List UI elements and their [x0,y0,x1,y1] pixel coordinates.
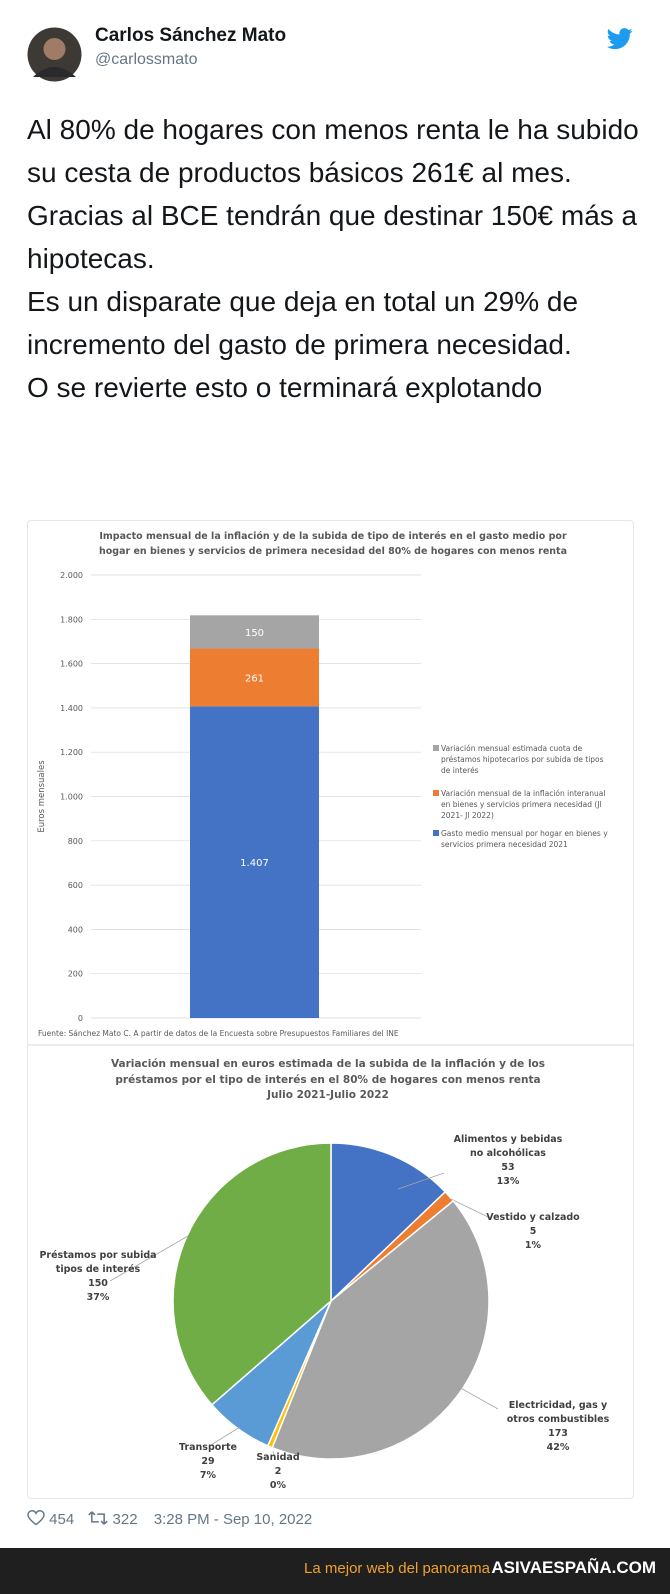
tweet-footer: 454 322 3:28 PM - Sep 10, 2022 [27,1509,313,1528]
y-tick-label: 2.000 [60,571,83,580]
slice-percent: 1% [524,1240,542,1251]
y-tick-label: 600 [68,881,83,890]
legend-entry: Gasto medio mensual por hogar en bienes … [441,829,608,849]
legend-swatch [433,790,439,796]
banner-tagline: La mejor web del panorama [304,1560,490,1577]
chart-title: Variación mensual en euros estimada de l… [110,1058,546,1086]
source-note: Fuente: Sánchez Mato C. A partir de dato… [38,1029,399,1038]
y-tick-label: 1.800 [60,615,83,624]
y-axis-label: Euros mensuales [37,760,47,833]
slice-label: Electricidad, gas y otros combustibles 17… [498,1399,618,1455]
leader-line [397,1172,445,1190]
paragraph: Gracias al BCE tendrán que destinar 150€… [27,200,638,274]
slice-name: Vestido y calzado [486,1212,580,1223]
pie-slice [172,1142,332,1406]
slice-name: Préstamos por subida tipos de interés [39,1250,157,1275]
leader-line [272,1450,275,1456]
retweet-count[interactable]: 322 [112,1511,138,1528]
slice-value: 53 [501,1162,515,1173]
twitter-logo[interactable] [607,28,633,50]
slice-value: 5 [529,1226,537,1237]
slice-label: Alimentos y bebidas no alcohólicas 53 13% [448,1133,568,1189]
y-tick-label: 1.200 [60,748,83,757]
pie-slice [271,1199,490,1460]
leader-line [109,1235,189,1282]
data-label: 1.407 [240,858,269,869]
avatar[interactable] [27,27,82,82]
slice-value: 150 [88,1278,108,1289]
like-count[interactable]: 454 [49,1511,75,1528]
slice-name: Transporte [179,1442,237,1453]
legend-swatch [433,830,439,836]
leader-line [450,1198,491,1219]
slice-value: 173 [548,1428,568,1439]
data-label: 261 [245,673,264,684]
legend-entry: Variación mensual de la inflación intera… [441,789,606,820]
slice-label: Transporte 29 7% [148,1441,268,1483]
author-handle[interactable]: @carlossmato [95,51,198,68]
author-name[interactable]: Carlos Sánchez Mato [95,25,287,46]
paragraph: Al 80% de hogares con menos renta le ha … [27,114,639,188]
y-tick-label: 200 [68,970,83,979]
slice-percent: 42% [546,1442,570,1453]
y-tick-label: 800 [68,837,83,846]
slice-percent: 0% [269,1480,287,1491]
timestamp[interactable]: 3:28 PM - Sep 10, 2022 [153,1511,313,1528]
bar-segment [190,615,319,649]
banner: La mejor web del panorama ASIVAESPAÑA.CO… [0,1548,670,1594]
data-label: 150 [245,628,264,639]
y-tick-label: 400 [68,925,83,934]
paragraph: Es un disparate que deja en total un 29%… [27,286,579,360]
slice-label: Préstamos por subida tipos de interés 150… [38,1249,158,1305]
slice-name: Electricidad, gas y otros combustibles [506,1400,610,1425]
image: 0 200 400 600 800 1.000 1.200 1.400 1.600 1.800 2.… [27,520,634,1499]
slice-label: Vestido y calzado 5 1% [473,1211,593,1253]
y-tick-label: 0 [78,1014,83,1023]
chart-subtitle: Julio 2021-Julio 2022 [267,1089,389,1101]
y-tick-label: 1.400 [60,704,83,713]
slice-percent: 37% [86,1292,110,1303]
paragraph: O se revierte esto o terminará explotand… [27,372,543,403]
leader-line [447,1380,499,1410]
slice-percent: 7% [199,1470,217,1481]
leader-line [210,1426,241,1446]
y-tick-label: 1.600 [60,660,83,669]
slice-value: 2 [274,1466,282,1477]
bar-segment [190,706,319,1018]
charts: 0 200 400 600 800 1.000 1.200 1.400 1.600 1.800 2.… [28,571,633,1460]
bar-segment [190,648,319,707]
y-tick-label: 1.000 [60,793,83,802]
chart-title: Impacto mensual de la inflación y de la … [99,531,567,557]
like-icon[interactable] [27,1509,45,1526]
slice-name: Alimentos y bebidas no alcohólicas [453,1134,563,1159]
retweet-icon[interactable] [88,1510,109,1526]
slice-label: Sanidad 2 0% [218,1451,338,1493]
banner-site[interactable]: ASIVAESPAÑA.COM [491,1558,656,1577]
slice-value: 29 [201,1456,215,1467]
legend-entry: Variación mensual estimada cuota de prés… [441,744,604,775]
legend-swatch [433,745,439,751]
tweet-text: Al 80% de hogares con menos renta le ha … [27,108,647,409]
slice-name: Sanidad [256,1452,300,1463]
slice-percent: 13% [496,1176,520,1187]
